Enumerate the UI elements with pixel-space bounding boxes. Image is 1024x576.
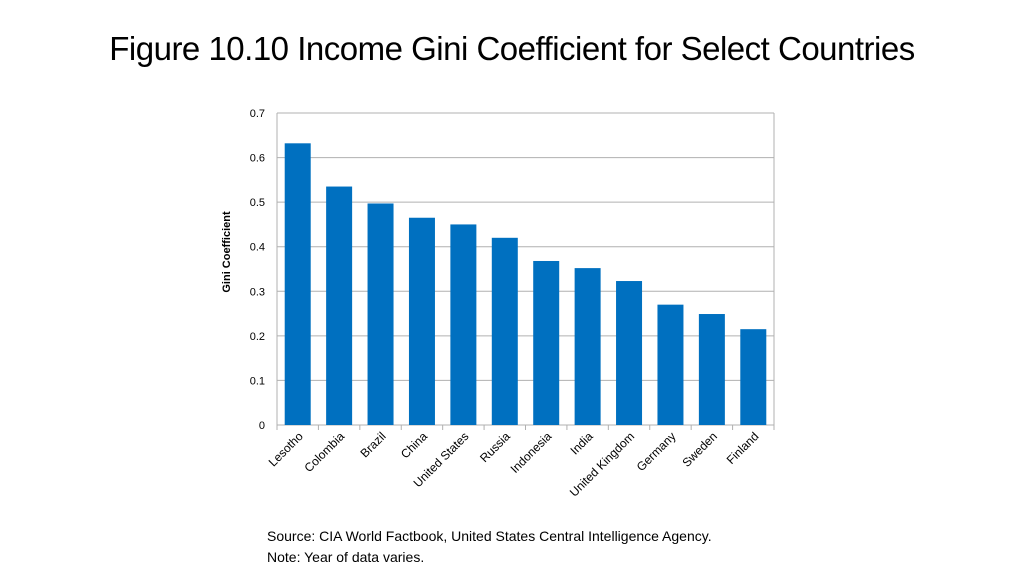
gridlines (276, 112, 775, 426)
y-tick-label: 0 (259, 420, 265, 432)
bar-brazil (367, 203, 394, 425)
bar-india (574, 268, 601, 425)
y-tick-label: 0.7 (250, 108, 265, 120)
x-tick-label: Lesotho (266, 429, 306, 469)
bars (284, 143, 767, 425)
x-tick-label: Colombia (301, 429, 347, 475)
source-note: Source: CIA World Factbook, United State… (267, 528, 712, 544)
x-tick-label: Germany (634, 429, 679, 474)
bar-indonesia (533, 260, 560, 425)
bar-united-states (450, 224, 477, 425)
bar-colombia (326, 186, 353, 425)
y-tick-label: 0.3 (250, 286, 265, 298)
x-tick-label: India (567, 429, 596, 458)
y-axis-label: Gini Coefficient (221, 211, 233, 293)
x-tick-label: Sweden (679, 429, 720, 470)
x-tick-label: Brazil (358, 429, 389, 460)
bar-lesotho (284, 143, 311, 425)
x-tick-label: Indonesia (508, 429, 555, 476)
bar-germany (657, 304, 684, 425)
x-tick-label: Finland (724, 429, 762, 467)
bar-china (408, 217, 435, 425)
bar-united-kingdom (616, 281, 643, 425)
data-note: Note: Year of data varies. (267, 549, 425, 565)
x-tick-label: Russia (477, 429, 513, 465)
y-tick-label: 0.5 (250, 197, 265, 209)
bar-finland (740, 329, 767, 425)
bar-russia (491, 237, 518, 425)
page-title: Figure 10.10 Income Gini Coefficient for… (109, 30, 915, 67)
y-tick-label: 0.2 (250, 331, 265, 343)
y-tick-label: 0.6 (250, 153, 265, 165)
y-tick-label: 0.1 (250, 375, 265, 387)
y-axis-ticks: 0 0.1 0.2 0.3 0.4 0.5 0.6 0.7 (250, 108, 265, 432)
x-tick-label: China (398, 429, 430, 461)
y-tick-label: 0.4 (250, 242, 265, 254)
bar-sweden (698, 314, 725, 425)
